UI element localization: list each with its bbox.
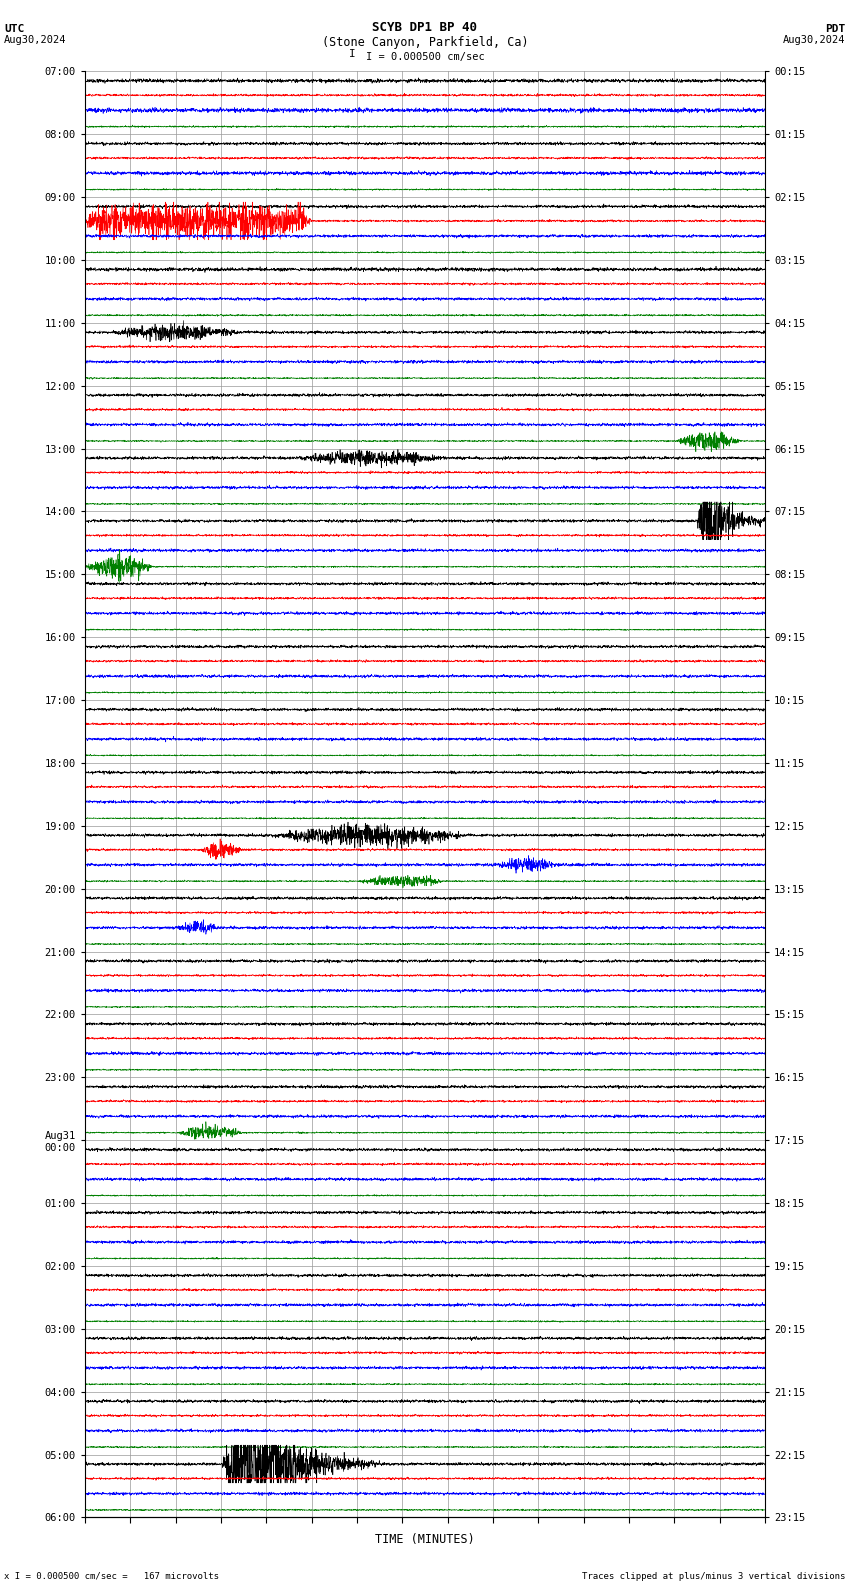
Text: SCYB DP1 BP 40: SCYB DP1 BP 40: [372, 21, 478, 33]
Text: Aug30,2024: Aug30,2024: [4, 35, 67, 44]
X-axis label: TIME (MINUTES): TIME (MINUTES): [375, 1533, 475, 1546]
Text: Traces clipped at plus/minus 3 vertical divisions: Traces clipped at plus/minus 3 vertical …: [582, 1571, 846, 1581]
Text: (Stone Canyon, Parkfield, Ca): (Stone Canyon, Parkfield, Ca): [321, 36, 529, 49]
Text: I: I: [349, 49, 356, 59]
Text: x I = 0.000500 cm/sec =   167 microvolts: x I = 0.000500 cm/sec = 167 microvolts: [4, 1571, 219, 1581]
Text: PDT: PDT: [825, 24, 846, 33]
Text: I = 0.000500 cm/sec: I = 0.000500 cm/sec: [366, 52, 484, 62]
Text: Aug30,2024: Aug30,2024: [783, 35, 846, 44]
Text: UTC: UTC: [4, 24, 25, 33]
